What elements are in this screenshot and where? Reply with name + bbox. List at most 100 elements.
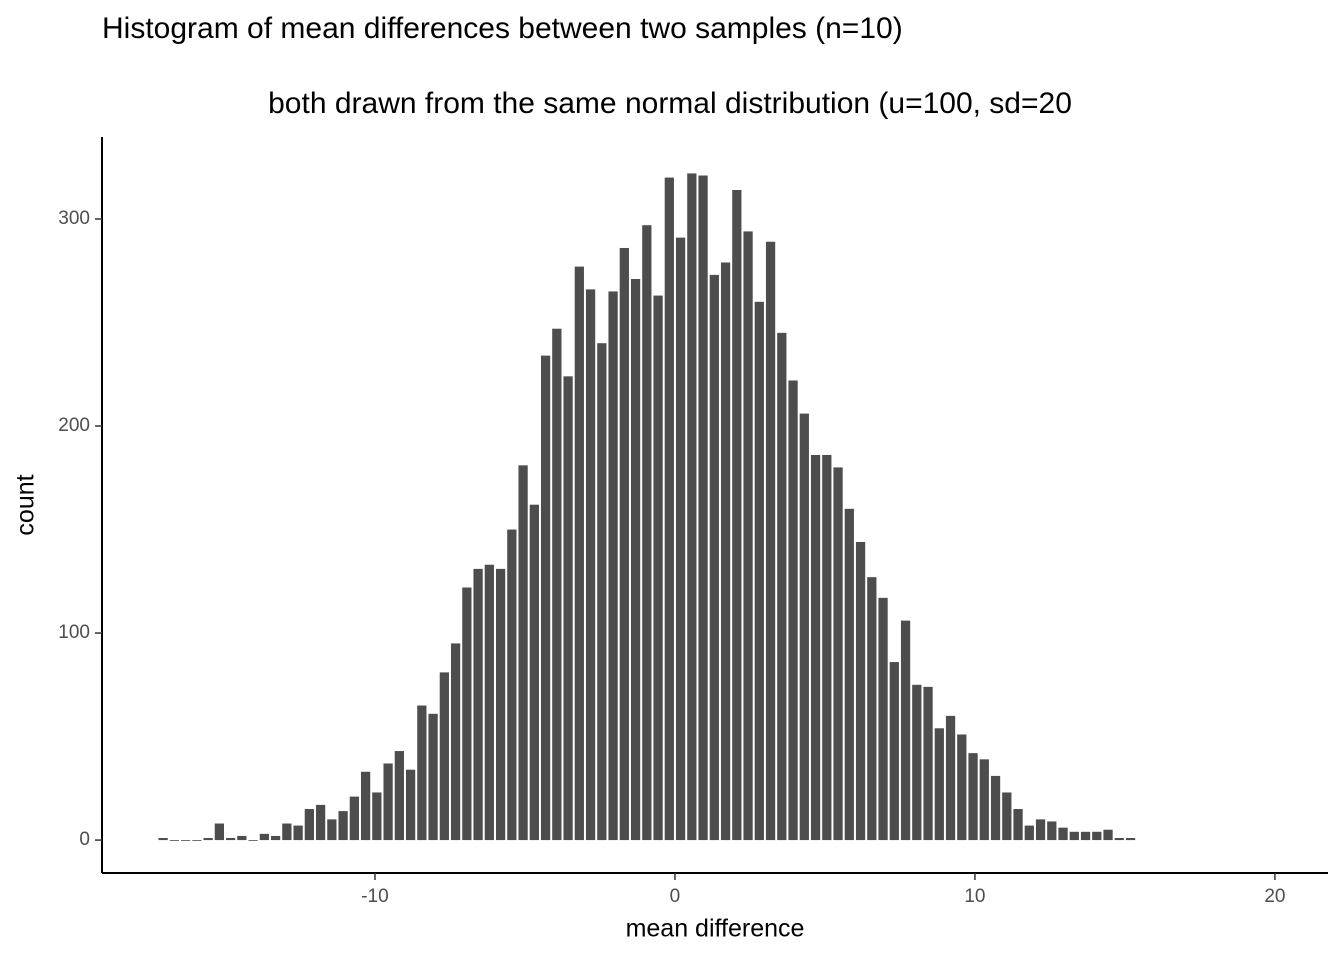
bar	[574, 266, 584, 841]
x-tick-label: 10	[964, 886, 985, 907]
bar	[495, 568, 506, 841]
bar	[450, 643, 461, 841]
bar	[462, 587, 472, 841]
bar	[585, 289, 596, 841]
bar	[439, 672, 449, 841]
bar	[394, 751, 404, 841]
bar	[608, 291, 618, 841]
bar	[248, 840, 258, 841]
bar	[867, 577, 877, 841]
bar	[270, 835, 281, 841]
bar	[1002, 792, 1012, 841]
bar	[687, 173, 697, 841]
bar	[642, 225, 652, 841]
bar	[405, 769, 416, 841]
bar	[225, 838, 236, 841]
bar	[1047, 821, 1057, 841]
x-tick-label: -10	[361, 886, 388, 907]
y-tick-label: 0	[79, 829, 90, 850]
y-axis-label: count	[12, 474, 40, 535]
bar	[878, 597, 888, 841]
bar	[1080, 831, 1091, 841]
bar	[1058, 827, 1068, 841]
bar	[304, 809, 314, 841]
bar	[552, 328, 562, 841]
bar	[540, 355, 551, 841]
chart-title: Histogram of mean differences between tw…	[102, 12, 903, 45]
bar	[158, 838, 168, 841]
y-tick-label: 300	[58, 208, 90, 229]
bar	[630, 279, 641, 841]
bar	[383, 763, 393, 841]
bar	[979, 759, 989, 841]
bar	[855, 541, 866, 841]
y-tick-label: 200	[58, 415, 90, 436]
bar	[293, 825, 303, 841]
bar	[990, 775, 1001, 841]
bar	[889, 662, 899, 841]
bar	[675, 237, 686, 841]
bar	[1024, 825, 1034, 841]
bar	[282, 823, 292, 841]
x-axis-label: mean difference	[626, 915, 805, 943]
bar	[597, 343, 607, 841]
x-tick-label: 20	[1264, 886, 1285, 907]
bar	[1125, 838, 1136, 841]
bar	[473, 568, 483, 841]
bar	[1013, 809, 1023, 841]
bar	[360, 771, 371, 841]
bar	[203, 838, 213, 841]
bar	[912, 684, 922, 841]
bar	[777, 332, 787, 841]
bar	[1114, 838, 1124, 841]
bar	[732, 190, 742, 841]
chart-subtitle: both drawn from the same normal distribu…	[268, 87, 1072, 120]
bar	[664, 177, 674, 841]
bar	[1092, 831, 1102, 841]
bar	[619, 247, 629, 841]
bar	[259, 833, 269, 841]
bar	[900, 620, 911, 841]
bar	[810, 455, 821, 841]
bar	[934, 728, 944, 841]
bar	[237, 835, 247, 841]
bar	[754, 301, 764, 841]
bar	[349, 796, 359, 841]
bar	[788, 380, 798, 841]
bar	[698, 175, 708, 841]
bar	[833, 467, 843, 841]
bar	[417, 705, 427, 841]
bar	[327, 819, 337, 841]
bar	[720, 262, 731, 841]
bar	[709, 274, 719, 841]
bar	[214, 823, 224, 841]
bar	[529, 504, 539, 841]
bar	[945, 715, 956, 841]
bar	[1103, 829, 1113, 841]
bar	[484, 564, 494, 841]
bar	[192, 840, 202, 841]
bar	[765, 241, 776, 841]
bar	[822, 455, 832, 841]
bar	[338, 811, 348, 841]
bar	[507, 529, 517, 841]
bar	[428, 713, 438, 841]
bar	[799, 413, 809, 841]
bar	[743, 231, 753, 841]
bar	[180, 840, 191, 841]
bar	[372, 792, 382, 841]
bar	[518, 465, 528, 841]
bar	[844, 508, 854, 841]
y-tick-label: 100	[58, 622, 90, 643]
bar	[169, 840, 179, 841]
x-tick-label: 0	[670, 886, 681, 907]
bar	[315, 804, 326, 841]
bar	[923, 686, 933, 841]
bar	[563, 376, 573, 841]
bar	[968, 753, 978, 841]
bar	[957, 734, 967, 841]
bar	[1035, 819, 1046, 841]
bar	[1069, 831, 1079, 841]
